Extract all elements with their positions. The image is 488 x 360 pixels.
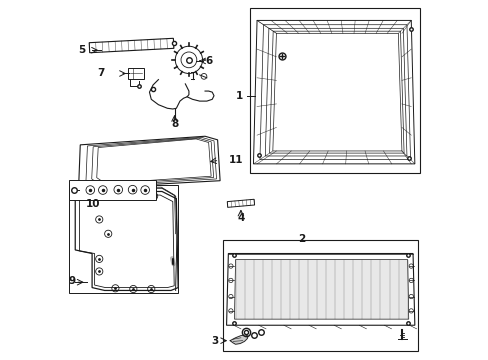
Text: 9: 9 [68,276,75,286]
Text: 6: 6 [205,55,213,66]
Polygon shape [226,253,414,325]
Text: 1: 1 [236,91,243,101]
Text: 8: 8 [171,119,178,129]
Text: 2: 2 [298,234,305,244]
Polygon shape [79,136,220,188]
Bar [249,8,419,173]
Polygon shape [227,199,254,207]
Bar [69,185,178,293]
Bar [223,240,418,351]
Text: 7: 7 [97,68,104,78]
Bar [69,180,155,200]
Text: 3: 3 [211,336,218,346]
Polygon shape [89,38,174,53]
Text: 10: 10 [86,199,100,209]
Text: 4: 4 [237,213,244,223]
Polygon shape [230,335,247,344]
Polygon shape [75,192,178,291]
Text: 11: 11 [228,155,243,165]
Polygon shape [234,260,408,319]
Text: 5: 5 [78,45,85,55]
Bar [128,68,144,79]
Polygon shape [253,21,414,164]
